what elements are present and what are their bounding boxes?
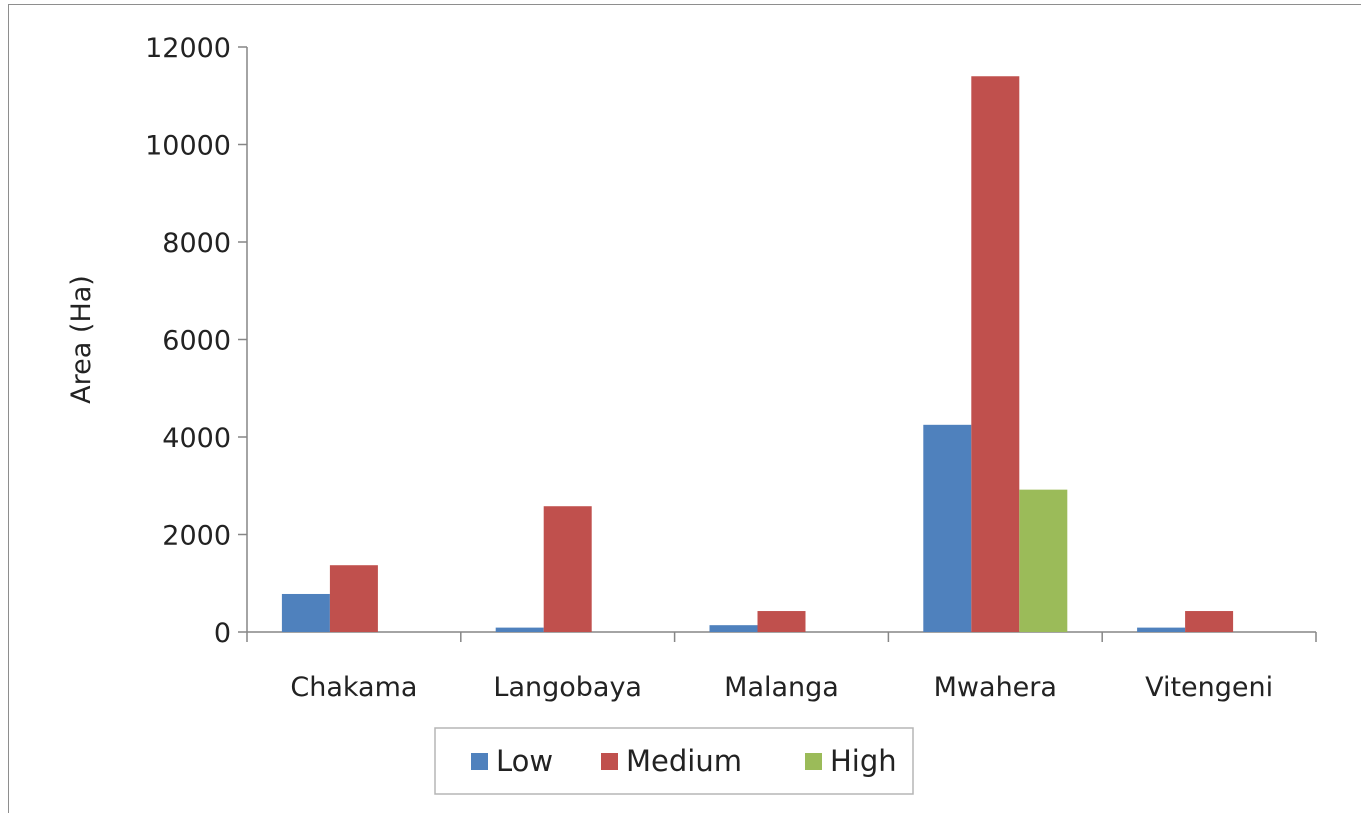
legend-swatch-high xyxy=(805,753,822,770)
chart-frame xyxy=(8,4,1361,813)
bar-low-mwahera xyxy=(923,424,972,632)
y-tick-label: 12000 xyxy=(145,33,231,64)
y-tick-label: 8000 xyxy=(162,228,231,259)
y-axis-title: Area (Ha) xyxy=(66,275,97,404)
x-tick-label: Mwahera xyxy=(934,672,1057,703)
bar-medium-mwahera xyxy=(971,76,1020,632)
legend-box xyxy=(434,727,914,795)
bar-low-langobaya xyxy=(495,627,544,632)
legend-swatch-medium xyxy=(601,753,618,770)
y-tick-label: 4000 xyxy=(162,423,231,454)
y-tick-label: 6000 xyxy=(162,326,231,357)
bar-medium-chakama xyxy=(329,565,378,632)
legend-swatch-low xyxy=(471,753,488,770)
bar-low-chakama xyxy=(281,593,330,632)
x-axis: Chakama Langobaya Malanga Mwahera Vitengeni xyxy=(246,631,1317,703)
x-tick-label: Chakama xyxy=(290,672,417,703)
legend-label-high: High xyxy=(830,744,897,778)
y-tick-label: 0 xyxy=(214,618,231,649)
bars xyxy=(281,76,1234,632)
y-tick-label: 2000 xyxy=(162,521,231,552)
bar-medium-langobaya xyxy=(543,506,592,632)
x-tick-label: Malanga xyxy=(724,672,839,703)
legend: Low Medium High xyxy=(434,727,914,795)
legend-label-low: Low xyxy=(496,744,553,778)
y-axis: 0 2000 4000 6000 8000 10000 12000 xyxy=(145,33,248,649)
bar-low-malanga xyxy=(709,625,758,632)
bar-low-vitengeni xyxy=(1137,627,1186,632)
x-tick-label: Langobaya xyxy=(493,672,642,703)
legend-label-medium: Medium xyxy=(626,744,742,778)
x-tick-label: Vitengeni xyxy=(1145,672,1273,703)
bar-high-mwahera xyxy=(1019,489,1068,632)
bar-medium-vitengeni xyxy=(1185,611,1234,632)
bar-medium-malanga xyxy=(757,611,806,632)
y-tick-label: 10000 xyxy=(145,131,231,162)
